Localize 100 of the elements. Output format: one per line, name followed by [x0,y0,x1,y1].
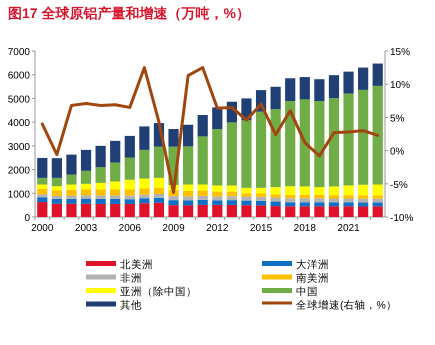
y-tick-label: 1000 [8,189,30,200]
bar [52,198,62,204]
bar [66,190,77,196]
bar [226,200,237,205]
bar [80,189,92,196]
bar [256,205,266,217]
bar [80,204,92,217]
bar [80,198,92,204]
y-tick-label: 7000 [8,47,30,58]
bar [154,146,164,178]
bar [110,195,120,199]
bar [241,196,252,201]
bar [110,204,120,217]
bar [226,185,237,192]
bar [314,198,324,202]
bar [358,202,368,207]
bar [372,86,383,185]
x-tick-label: 2003 [74,223,98,234]
bar [328,195,340,199]
bar [241,200,252,206]
bar [168,129,179,147]
bar [80,170,92,184]
bar [285,194,296,198]
bar [256,194,266,197]
bar [37,184,48,190]
legend-label: 北美洲 [120,258,153,271]
legend-label: 全球增速(右轴，%） [296,298,397,312]
y2-tick-label: -10% [390,213,414,224]
bar [328,75,340,98]
bar [124,204,135,217]
bar [96,204,106,217]
bar [80,150,92,171]
bar [124,189,135,196]
bar [241,120,252,188]
x-tick-label: 2012 [206,223,229,234]
bar [154,178,164,188]
bar [139,203,150,217]
bar [139,178,150,189]
legend-label: 非洲 [120,272,142,284]
bar [66,204,77,217]
bar [139,188,150,195]
bar [66,184,77,190]
bar [52,196,62,199]
bar [358,184,368,196]
bar [139,194,150,199]
bar [212,129,222,186]
bar [96,146,106,168]
bar [300,206,310,217]
bar [270,206,281,217]
bar [183,196,194,200]
bar [96,195,106,199]
bar [256,112,266,188]
bar [183,200,194,206]
bar [168,205,179,217]
bar [300,77,310,100]
bar [343,202,354,206]
bar [343,206,354,217]
bar [198,204,208,217]
legend-label: 中国 [296,285,318,298]
bar [183,184,194,191]
bar [96,182,106,190]
legend-label: 亚洲（除中国） [120,285,197,298]
bar [183,124,194,146]
bar [37,202,48,217]
bar [37,194,48,198]
bar [168,196,179,200]
bar [52,204,62,217]
bar [300,99,310,186]
bar [358,90,368,185]
bar [358,68,368,90]
bar [154,198,164,203]
bar [270,86,281,110]
y-tick-label: 5000 [8,94,30,106]
bar [314,194,324,198]
bar [212,185,222,192]
bar [183,190,194,196]
bar [124,136,135,158]
bar [372,184,383,196]
bar [52,178,62,186]
bar [372,195,383,199]
y2-tick-label: 10% [390,80,410,92]
bar [110,181,120,190]
chart-title: 图17 全球原铝产量和增速（万吨，%） [8,5,250,21]
bar [139,198,150,204]
bar [372,202,383,206]
bar [314,101,324,188]
bar [110,140,120,162]
bar [124,180,135,190]
bar [110,189,120,196]
bar [37,189,48,194]
bar [124,196,135,200]
bar [300,194,310,198]
legend-label: 其他 [120,298,142,312]
bar [285,206,296,217]
bar [358,198,368,203]
x-tick-label: 2009 [162,223,186,234]
bar [241,188,252,194]
bar [285,78,296,102]
bar [96,198,106,204]
bar [212,204,222,217]
